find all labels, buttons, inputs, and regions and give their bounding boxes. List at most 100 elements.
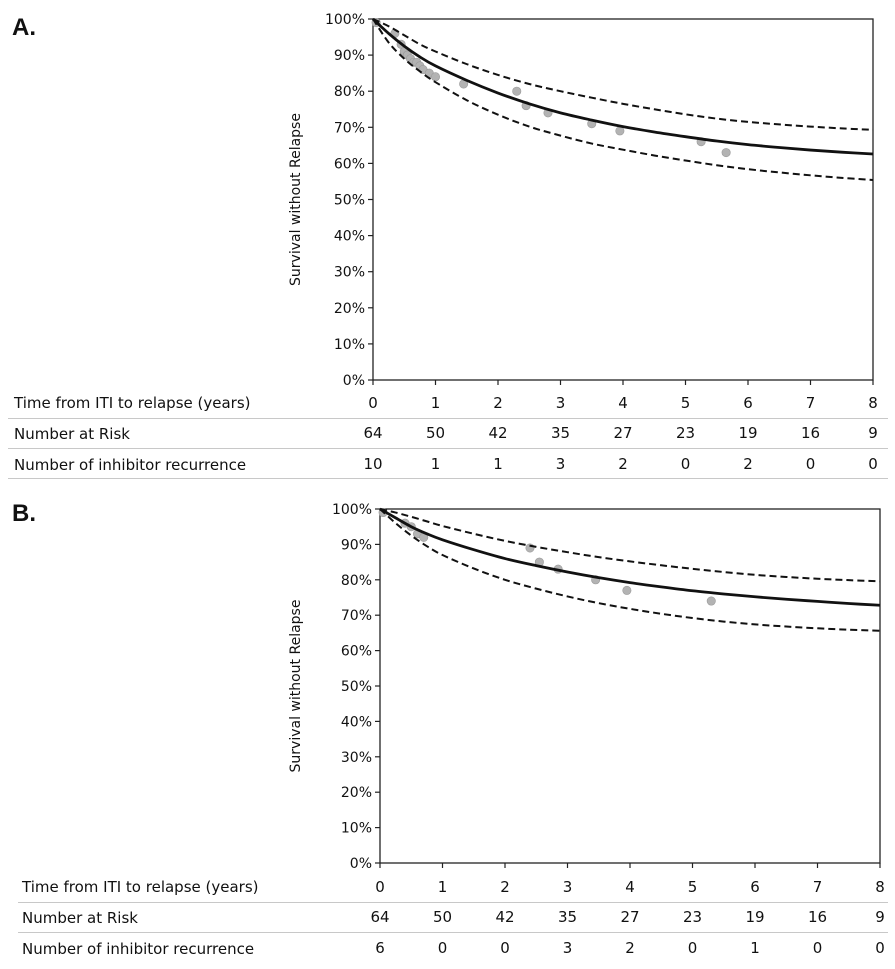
table-cell: 2 bbox=[625, 939, 635, 957]
fitted-curve bbox=[372, 17, 874, 156]
data-point bbox=[512, 86, 522, 96]
table-cell: 0 bbox=[687, 939, 698, 957]
table-cell: 2 bbox=[743, 455, 753, 473]
x-tick-label: 5 bbox=[681, 394, 691, 412]
y-tick-label: 50% bbox=[334, 193, 365, 209]
y-tick-label: 30% bbox=[341, 750, 372, 766]
y-tick-label: 90% bbox=[341, 537, 372, 553]
table-cell: 0 bbox=[805, 455, 816, 473]
y-tick-label: 10% bbox=[341, 821, 372, 837]
fitted-curve bbox=[379, 507, 881, 607]
y-tick-label: 40% bbox=[334, 229, 365, 245]
table-cell: 3 bbox=[555, 455, 566, 473]
x-tick-label: 3 bbox=[556, 394, 566, 412]
table-cell: 64 bbox=[370, 908, 390, 926]
table-cell: 27 bbox=[620, 908, 640, 926]
x-tick-label: 0 bbox=[368, 394, 378, 412]
x-tick-label: 3 bbox=[563, 878, 573, 896]
table-cell: 2 bbox=[618, 455, 628, 473]
table-cell: 0 bbox=[868, 455, 878, 473]
y-tick-label: 60% bbox=[341, 644, 372, 660]
y-tick-label: 60% bbox=[334, 156, 365, 172]
panel-b: B. 0% 10% 20% 30% 40% 50% 60% 70% 80% 90% 100% 0 1 2 3… bbox=[0, 488, 895, 969]
x-tick-label: 8 bbox=[875, 878, 885, 896]
table-cell: 1 bbox=[493, 455, 503, 473]
y-tick-label: 50% bbox=[341, 679, 372, 695]
table-cell: 19 bbox=[738, 424, 758, 442]
survival-chart-b: 0% 10% 20% 30% 40% 50% 60% 70% 80% 90% 100% 0 1 2 3 4 5 6… bbox=[288, 502, 885, 896]
table-cell: 23 bbox=[675, 424, 696, 442]
table-cell: 23 bbox=[682, 908, 703, 926]
data-point bbox=[721, 148, 731, 158]
y-tick-label: 20% bbox=[334, 301, 365, 317]
table-cell: 50 bbox=[432, 908, 453, 926]
table-cell: 0 bbox=[680, 455, 691, 473]
table-cell: 10 bbox=[363, 455, 383, 473]
table-divider bbox=[18, 932, 888, 933]
lower-ci-curve bbox=[379, 508, 881, 632]
table-cell: 6 bbox=[375, 939, 385, 957]
panel-a: A. 0% 10% 20% 30% 40% 50% 60% 70% 80% 90% 100% 0 1 2 3… bbox=[8, 12, 888, 479]
table-cell: 27 bbox=[613, 424, 633, 442]
table-cell: 19 bbox=[745, 908, 765, 926]
x-tick-label: 4 bbox=[618, 394, 628, 412]
table-cell: 1 bbox=[750, 939, 760, 957]
table-row-label: Number at Risk bbox=[22, 909, 138, 927]
x-tick-label: 6 bbox=[750, 878, 760, 896]
y-axis-title: Survival without Relapse bbox=[288, 600, 304, 773]
table-cell: 35 bbox=[550, 424, 571, 442]
y-tick-label: 10% bbox=[334, 337, 365, 353]
data-point bbox=[430, 72, 440, 82]
x-tick-label: 6 bbox=[743, 394, 753, 412]
upper-ci-curve bbox=[379, 508, 881, 583]
panel-label: A. bbox=[12, 14, 36, 41]
x-tick-label: 5 bbox=[688, 878, 698, 896]
y-tick-label: 20% bbox=[341, 785, 372, 801]
y-tick-label: 90% bbox=[334, 48, 365, 64]
x-tick-label: 2 bbox=[493, 394, 503, 412]
table-cell: 16 bbox=[800, 424, 821, 442]
upper-ci-curve bbox=[372, 18, 874, 131]
table-row-label: Number of inhibitor recurrence bbox=[14, 456, 247, 474]
x-tick-label: 7 bbox=[806, 394, 816, 412]
y-tick-label: 70% bbox=[334, 120, 365, 136]
y-tick-label: 40% bbox=[341, 714, 372, 730]
x-tick-label: 4 bbox=[625, 878, 635, 896]
table-row-label: Number of inhibitor recurrence bbox=[22, 940, 255, 958]
data-point bbox=[622, 585, 632, 595]
y-tick-label: 0% bbox=[350, 856, 372, 872]
table-cell: 50 bbox=[425, 424, 446, 442]
panel-label: B. bbox=[12, 500, 36, 527]
table-cell: 3 bbox=[562, 939, 573, 957]
y-tick-label: 0% bbox=[343, 373, 365, 389]
table-cell: 16 bbox=[807, 908, 828, 926]
x-tick-label: 1 bbox=[431, 394, 441, 412]
x-tick-label: 8 bbox=[868, 394, 878, 412]
y-tick-label: 80% bbox=[334, 84, 365, 100]
table-cell: 42 bbox=[488, 424, 508, 442]
table-row-label: Number at Risk bbox=[14, 425, 130, 443]
table-divider bbox=[8, 448, 888, 449]
table-cell: 35 bbox=[557, 908, 578, 926]
y-axis-title: Survival without Relapse bbox=[288, 113, 304, 286]
x-tick-label: 0 bbox=[375, 878, 385, 896]
table-cell: 1 bbox=[430, 455, 441, 473]
table-divider bbox=[8, 478, 888, 479]
data-point bbox=[706, 596, 716, 606]
x-tick-label: 2 bbox=[500, 878, 510, 896]
lower-ci-curve bbox=[372, 18, 874, 182]
y-tick-label: 100% bbox=[325, 12, 365, 28]
table-divider bbox=[8, 418, 888, 419]
y-tick-label: 70% bbox=[341, 608, 372, 624]
table-cell: 64 bbox=[363, 424, 383, 442]
x-axis-title: Time from ITI to relapse (years) bbox=[22, 878, 259, 896]
table-cell: 9 bbox=[875, 908, 885, 926]
table-cell: 0 bbox=[812, 939, 823, 957]
y-tick-label: 30% bbox=[334, 265, 365, 281]
table-cell: 0 bbox=[437, 939, 448, 957]
data-point bbox=[615, 126, 625, 136]
x-axis-title: Time from ITI to relapse (years) bbox=[14, 394, 251, 412]
table-cell: 9 bbox=[868, 424, 878, 442]
y-tick-label: 100% bbox=[332, 502, 372, 518]
x-tick-label: 1 bbox=[438, 878, 448, 896]
